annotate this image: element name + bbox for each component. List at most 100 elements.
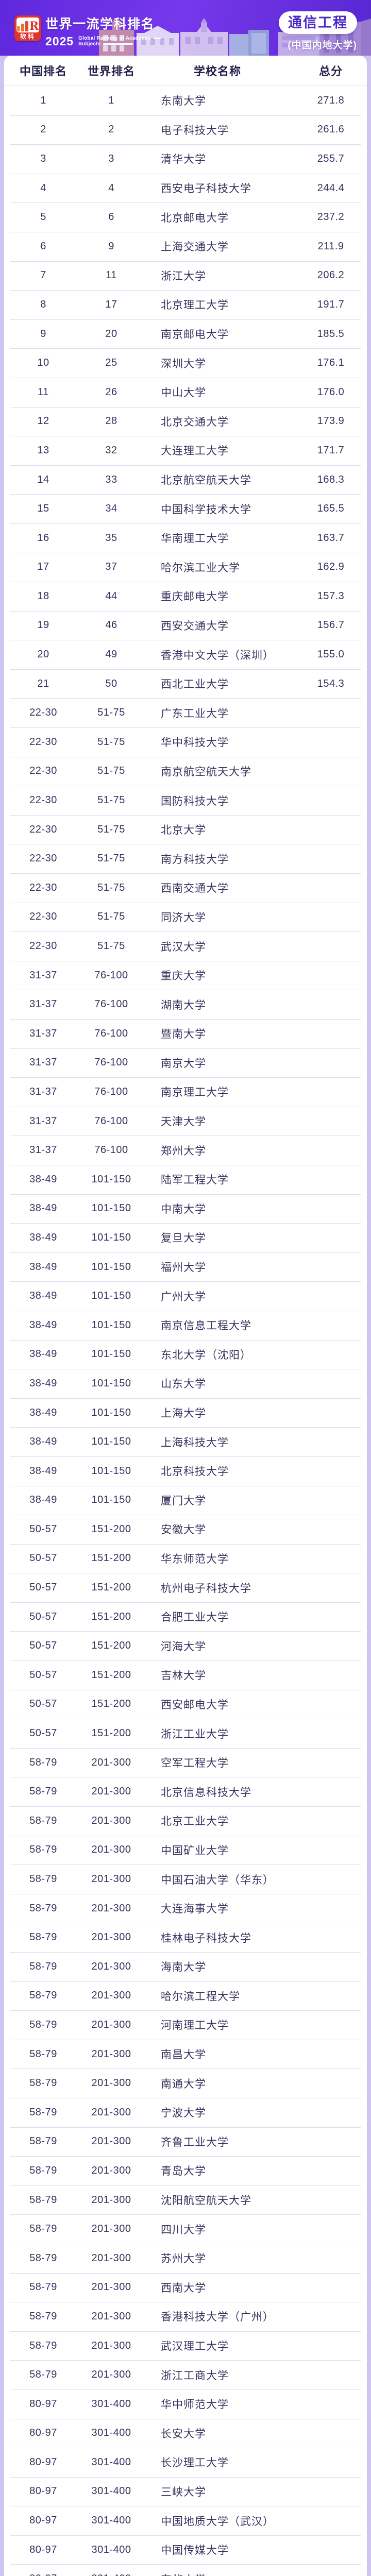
rank-world-cell: 201-300 <box>91 2310 131 2322</box>
table-row: 38-49 101-150 北京科技大学 <box>4 1456 367 1486</box>
rank-cn-cell: 80-97 <box>29 2515 57 2527</box>
rank-world-cell: 201-300 <box>91 1786 131 1798</box>
table-row: 38-49 101-150 中南大学 <box>4 1194 367 1224</box>
rank-world-cell: 25 <box>105 357 117 369</box>
rank-cn-cell: 38-49 <box>29 1406 57 1418</box>
rank-cn-cell: 4 <box>40 182 46 194</box>
rank-cn-cell: 31-37 <box>29 1057 57 1069</box>
rank-cn-cell: 58-79 <box>29 1873 57 1885</box>
rank-cn-cell: 13 <box>37 444 49 456</box>
rank-world-cell: 51-75 <box>97 794 125 806</box>
rank-world-cell: 301-400 <box>82 2573 140 2576</box>
rank-cn-cell: 58-79 <box>29 2223 57 2235</box>
title-english: Global Ranking of Academic Subjects <box>78 35 161 47</box>
rank-cn-cell: 31-37 <box>29 1115 57 1127</box>
rank-cn-cell: 31-37 <box>29 1144 57 1156</box>
table-row: 58-79 201-300 桂林电子科技大学 <box>4 1923 367 1952</box>
school-name-cell: 哈尔滨工程大学 <box>161 1990 240 2003</box>
school-name-cell: 中国石油大学（华东） <box>161 1874 274 1886</box>
rank-world-cell: 151-200 <box>91 1727 131 1739</box>
school-name-cell: 长沙理工大学 <box>161 2457 229 2469</box>
rank-cn-cell: 58-79 <box>29 2252 57 2264</box>
table-row: 58-79 201-300 青岛大学 <box>4 2156 367 2185</box>
rank-world-cell: 201-300 <box>91 2340 131 2351</box>
rank-world-cell: 49 <box>105 649 117 660</box>
table-row: 58-79 201-300 齐鲁工业大学 <box>4 2127 367 2157</box>
table-row: 38-49 101-150 东北大学（沈阳） <box>4 1340 367 1369</box>
rank-cn-cell: 58-79 <box>29 1844 57 1856</box>
school-name-cell: 东北大学（沈阳） <box>161 1349 251 1361</box>
rank-cn-cell: 6 <box>40 240 46 252</box>
rank-cn-cell: 7 <box>40 269 46 281</box>
rank-world-cell: 76-100 <box>94 998 128 1010</box>
school-name-cell: 中国矿业大学 <box>161 1844 229 1857</box>
rank-world-cell: 101-150 <box>91 1173 131 1185</box>
table-row: 80-97 301-400 华中师范大学 <box>4 2389 367 2419</box>
school-name-cell: 合肥工业大学 <box>161 1612 229 1624</box>
school-name-cell: 暨南大学 <box>161 1028 206 1041</box>
rank-cn-cell: 58-79 <box>29 2136 57 2147</box>
school-name-cell: 山东大学 <box>161 1378 206 1391</box>
rank-cn-cell: 38-49 <box>29 1377 57 1389</box>
rank-world-cell: 101-150 <box>91 1231 131 1243</box>
score-cell: 206.2 <box>317 269 345 281</box>
rank-cn-cell: 58-79 <box>29 2340 57 2351</box>
school-name-cell: 华中师范大学 <box>161 2399 229 2411</box>
rank-world-cell: 51-75 <box>97 882 125 893</box>
rank-cn-cell: 9 <box>40 328 46 340</box>
rank-world-cell: 20 <box>105 328 117 340</box>
school-name-cell: 香港科技大学（广州） <box>161 2311 274 2324</box>
table-row: 58-79 201-300 西南大学 <box>4 2273 367 2302</box>
subject-badge: 通信工程 <box>279 11 357 34</box>
table-row: 58-79 201-300 海南大学 <box>4 1952 367 1981</box>
school-name-cell: 广东工业大学 <box>161 707 229 720</box>
rank-world-cell: 37 <box>105 561 117 573</box>
rank-world-cell: 201-300 <box>91 2252 131 2264</box>
table-row: 58-79 201-300 南昌大学 <box>4 2039 367 2069</box>
school-name-cell: 北京科技大学 <box>161 1466 229 1478</box>
rank-world-cell: 51-75 <box>97 765 125 777</box>
school-name-cell: 上海大学 <box>161 1408 206 1420</box>
rank-world-cell: 44 <box>105 590 117 602</box>
school-name-cell: 北京交通大学 <box>161 416 229 428</box>
rank-world-cell: 201-300 <box>91 2223 131 2235</box>
rank-cn-cell: 58-79 <box>29 1931 57 1943</box>
rank-world-cell: 151-200 <box>91 1669 131 1681</box>
table-row: 38-49 101-150 厦门大学 <box>4 1485 367 1515</box>
school-name-cell: 湖南大学 <box>161 999 206 1011</box>
rank-world-cell: 151-200 <box>91 1698 131 1710</box>
school-name-cell: 东华大学 <box>140 2571 295 2576</box>
rank-cn-cell: 22-30 <box>29 794 57 806</box>
rank-world-cell: 26 <box>105 386 117 398</box>
col-header-total-score: 总分 <box>318 65 343 78</box>
table-row: 80-97 301-400 长沙理工大学 <box>4 2448 367 2477</box>
table-row: 58-79 201-300 空军工程大学 <box>4 1748 367 1777</box>
rank-world-cell: 33 <box>105 473 117 485</box>
table-row: 13 32 大连理工大学 171.7 <box>4 436 367 465</box>
table-row: 50-57 151-200 合肥工业大学 <box>4 1602 367 1632</box>
school-name-cell: 复旦大学 <box>161 1232 206 1245</box>
rank-world-cell: 201-300 <box>91 2048 131 2060</box>
rank-cn-cell: 22-30 <box>29 707 57 719</box>
rank-world-cell: 4 <box>108 182 114 194</box>
score-cell: 271.8 <box>317 94 345 106</box>
table-row: 22-30 51-75 同济大学 <box>4 902 367 932</box>
school-name-cell: 哈尔滨工业大学 <box>161 562 240 574</box>
table-row: 3 3 清华大学 255.7 <box>4 144 367 174</box>
rank-world-cell: 101-150 <box>91 1202 131 1214</box>
rank-world-cell: 51-75 <box>97 911 125 923</box>
school-name-cell: 上海科技大学 <box>161 1436 229 1449</box>
rank-cn-cell: 31-37 <box>29 1086 57 1097</box>
rank-cn-cell: 22-30 <box>29 823 57 835</box>
rank-world-cell: 201-300 <box>91 1931 131 1943</box>
school-name-cell: 西安交通大学 <box>161 620 229 632</box>
school-name-cell: 浙江工商大学 <box>161 2369 229 2382</box>
table-row: 5 6 北京邮电大学 237.2 <box>4 202 367 232</box>
school-name-cell: 杭州电子科技大学 <box>161 1582 251 1595</box>
rank-world-cell: 201-300 <box>91 2281 131 2293</box>
table-row: 7 11 浙江大学 206.2 <box>4 261 367 291</box>
rank-world-cell: 151-200 <box>91 1582 131 1594</box>
rank-world-cell: 301-400 <box>91 2427 131 2439</box>
table-row: 50-57 151-200 浙江工业大学 <box>4 1719 367 1748</box>
table-body: 1 1 东南大学 271.8 2 2 电子科技大学 261.6 3 3 清华大学… <box>4 86 367 2576</box>
